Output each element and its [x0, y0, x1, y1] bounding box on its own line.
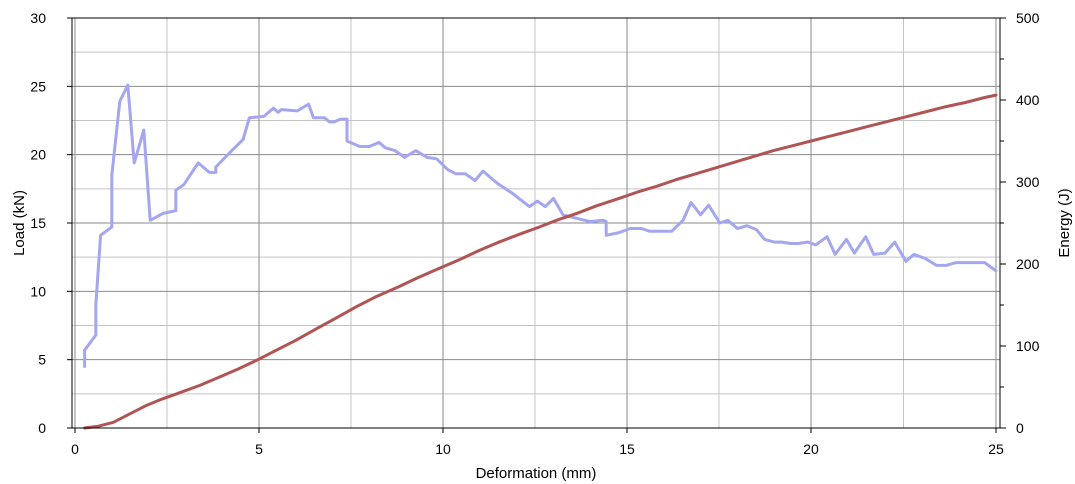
load-series-line: [83, 83, 998, 368]
y-left-tick-label: 20: [30, 147, 46, 163]
y-right-axis-title: Energy (J): [1056, 188, 1073, 257]
y-left-axis-title: Load (kN): [11, 190, 28, 256]
y-left-tick-label: 5: [38, 352, 46, 368]
y-right-tick-label: 400: [1016, 92, 1040, 108]
series-layer: [83, 83, 998, 430]
x-tick-label: 10: [435, 441, 451, 457]
x-tick-label: 20: [803, 441, 819, 457]
x-tick-label: 15: [619, 441, 635, 457]
y-right-tick-label: 100: [1016, 338, 1040, 354]
y-left-tick-label: 10: [30, 283, 46, 299]
x-tick-label: 0: [71, 441, 79, 457]
x-tick-label: 5: [255, 441, 263, 457]
y-left-tick-label: 25: [30, 78, 46, 94]
y-right-tick-label: 0: [1016, 420, 1024, 436]
energy-series-line: [83, 93, 998, 430]
y-right-tick-label: 200: [1016, 256, 1040, 272]
x-axis-title: Deformation (mm): [476, 465, 597, 482]
x-tick-label: 25: [988, 441, 1004, 457]
y-left-tick-label: 15: [30, 215, 46, 231]
y-left-tick-label: 0: [38, 420, 46, 436]
y-left-tick-label: 30: [30, 10, 46, 26]
y-right-tick-label: 500: [1016, 10, 1040, 26]
y-right-tick-label: 300: [1016, 174, 1040, 190]
